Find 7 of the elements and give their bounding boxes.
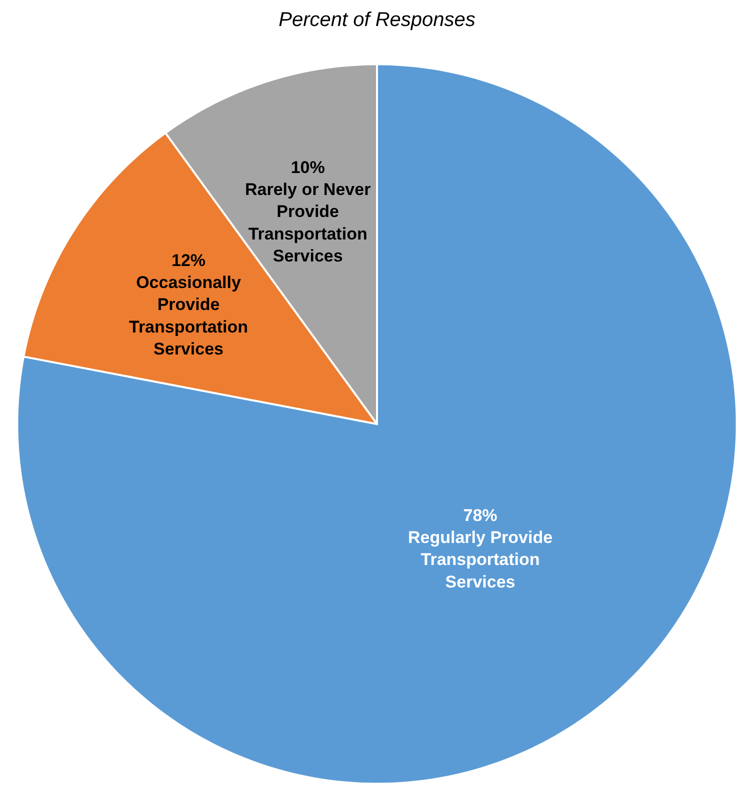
data-label: 12% bbox=[171, 251, 206, 270]
slice-label: Occasionally Provide Transportation Services bbox=[129, 273, 248, 358]
chart-title: Percent of Responses bbox=[278, 9, 476, 32]
slice-label: Regularly Provide Transportation Services bbox=[408, 528, 553, 592]
slice-label: Rarely or Never Provide Transportation Services bbox=[245, 180, 372, 266]
data-label: 78% bbox=[463, 506, 498, 525]
data-label: 10% bbox=[290, 158, 325, 177]
